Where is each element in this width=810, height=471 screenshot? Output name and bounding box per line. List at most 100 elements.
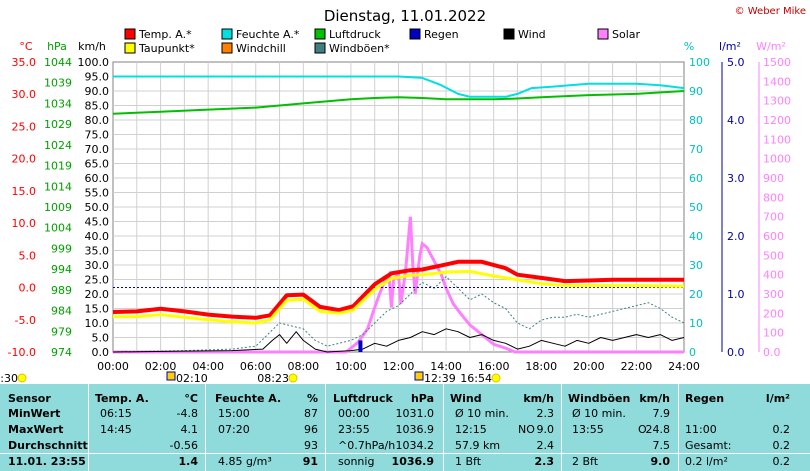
pressure-axis-tick: 1029 [44, 118, 72, 131]
temp-axis-tick: 15.0 [12, 185, 37, 198]
header-gust: Windböen [568, 392, 631, 405]
temp-axis-tick: -5.0 [15, 314, 36, 327]
rain-value: 0.2 [772, 439, 791, 452]
legend-label: Feuchte A.* [236, 28, 300, 41]
sun-icon [17, 373, 27, 383]
wind-axis-tick: 60.0 [85, 172, 110, 185]
solar-line [113, 216, 684, 354]
humidity-axis-tick: 80 [689, 114, 703, 127]
header-sensor: Sensor [8, 392, 51, 405]
solar-axis-tick: 600 [763, 230, 784, 243]
legend-swatch [124, 28, 136, 40]
pressure-value: 1031.0 [395, 407, 435, 420]
x-tick: 00:00 [97, 360, 129, 373]
pressure-time: sonnig [338, 455, 375, 468]
temp-axis-tick: 35.0 [12, 56, 37, 69]
marker-time: 08:30 [0, 372, 18, 384]
series-layer [112, 75, 685, 354]
series-feuchte-a- [113, 75, 685, 98]
wind-axis-tick: 95.0 [85, 71, 110, 84]
header-temp: Temp. A. [95, 392, 149, 405]
gust-value: 7.5 [652, 439, 671, 452]
marker-time: 16:54 [460, 372, 492, 384]
humidity-time: 4.85 g/m³ [218, 455, 272, 468]
wind-axis-tick: 70.0 [85, 143, 110, 156]
summary-table: Sensor Temp. A. °C Feuchte A.% Luftdruck hPa W… [0, 384, 810, 471]
legend-label: Taupunkt* [138, 42, 195, 55]
marker-time: 02:10 [176, 372, 208, 384]
rain-label: 0.2 l/m² [685, 455, 728, 468]
gust-value: 9.0 [650, 455, 671, 468]
humidity-axis-tick: 30 [689, 259, 703, 272]
wind-axis-tick: 40.0 [85, 230, 110, 243]
marker-time: 08:23 [257, 372, 289, 384]
series-luftdruck [112, 90, 685, 115]
solar-axis-tick: 200 [763, 307, 784, 320]
legend-label: Temp. A.* [138, 28, 192, 41]
weather-chart: Dienstag, 11.01.2022 © Weber Mike Temp. … [0, 6, 806, 384]
legend-swatch [221, 42, 233, 54]
temp-axis-tick: -10.0 [8, 346, 36, 359]
wind-value: 9.0 [536, 423, 555, 436]
humidity-axis-tick: 40 [689, 230, 703, 243]
wind-axis-tick: 10.0 [85, 317, 110, 330]
humidity-axis-tick: 100 [689, 56, 710, 69]
pressure-axis-tick: 979 [51, 325, 72, 338]
pressure-axis-tick: 1044 [44, 56, 72, 69]
rain-axis-tick: 4.0 [727, 114, 745, 127]
x-tick: 12:00 [383, 360, 415, 373]
wind-value: 2.3 [534, 455, 555, 468]
wind-axis-tick: 85.0 [85, 100, 110, 113]
table-separator [678, 384, 679, 471]
wind-axis-tick: 50.0 [85, 201, 110, 214]
humidity-value: 93 [304, 439, 318, 452]
temp-value: 4.1 [180, 423, 199, 436]
rain-value: 0.2 [772, 423, 791, 436]
row-label: Durchschnitt [8, 439, 88, 452]
wind-axis-tick: 55.0 [85, 187, 110, 200]
wind-axis-tick: 90.0 [85, 85, 110, 98]
x-tick: 22:00 [621, 360, 653, 373]
pressure-time: 00:00 [338, 407, 370, 420]
solar-axis-tick: 0.0 [763, 346, 781, 359]
wind-axis-tick: 35.0 [85, 245, 110, 258]
x-tick: 02:00 [145, 360, 177, 373]
wind-value: 2.4 [536, 439, 555, 452]
legend-label: Wind [518, 28, 546, 41]
legend-label: Windböen* [329, 42, 390, 55]
header-wind: Wind [450, 392, 482, 405]
pressure-axis-tick: 1024 [44, 139, 72, 152]
rain-axis-tick: 3.0 [727, 172, 745, 185]
wind-label: 1 Bft [455, 455, 482, 468]
wind-unit: km/h [78, 40, 106, 53]
gust-value: 7.9 [652, 407, 671, 420]
gust-value: 24.8 [645, 423, 671, 436]
temp-axis-tick: 0.0 [19, 282, 37, 295]
table-separator [88, 384, 89, 471]
humidity-axis-tick: 10 [689, 317, 703, 330]
legend-label: Regen [424, 28, 459, 41]
temp-time: 06:15 [100, 407, 132, 420]
row-label: MinWert [8, 407, 61, 420]
temp-value: -0.56 [169, 439, 198, 452]
x-tick: 24:00 [668, 360, 700, 373]
temp-axis-tick: 20.0 [12, 153, 37, 166]
temp-axis-tick: 10.0 [12, 217, 37, 230]
solar-axis-tick: 400 [763, 269, 784, 282]
legend-swatch [314, 28, 326, 40]
table-separator [443, 384, 444, 471]
solar-axis-tick: 1300 [763, 95, 791, 108]
header-rain-unit: l/m² [765, 392, 790, 405]
rain-axis-tick: 5.0 [727, 56, 745, 69]
humidity-value: 91 [302, 455, 318, 468]
table-separator [325, 384, 326, 471]
x-tick: 14:00 [430, 360, 462, 373]
gust-direction: O [638, 423, 647, 436]
sun-icon [288, 373, 298, 383]
header-gust-unit: km/h [639, 392, 670, 405]
wind-axis-tick: 75.0 [85, 129, 110, 142]
wind-value: 2.3 [536, 407, 555, 420]
sun-moon-markers: 08:30 02:10 08:23 12:39 16:54 [0, 371, 501, 384]
solar-unit: W/m² [756, 40, 786, 53]
solar-axis-tick: 1400 [763, 75, 791, 88]
